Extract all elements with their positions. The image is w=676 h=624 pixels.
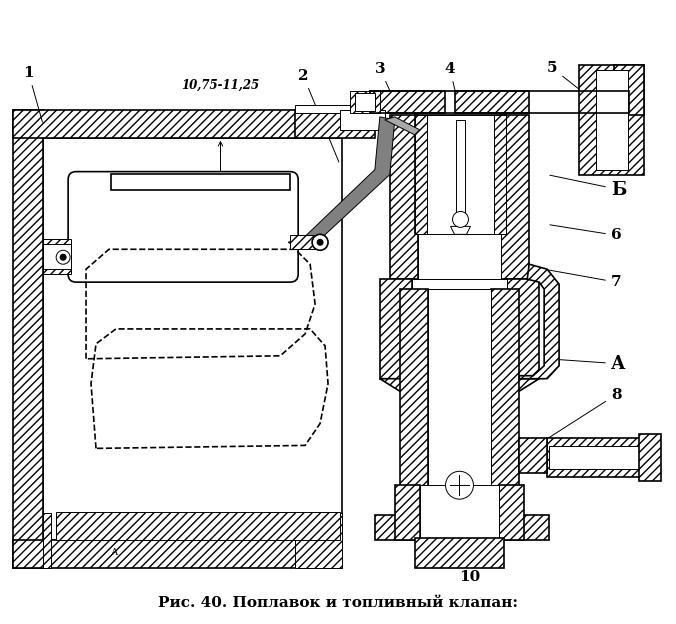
- Polygon shape: [450, 227, 470, 235]
- Bar: [400, 289, 428, 513]
- Text: 5: 5: [547, 61, 597, 103]
- Bar: [579, 65, 644, 175]
- Bar: [614, 65, 644, 115]
- Text: 3: 3: [375, 62, 399, 110]
- Bar: [549, 446, 645, 469]
- Bar: [295, 110, 375, 138]
- Bar: [370, 91, 629, 113]
- Polygon shape: [380, 379, 539, 419]
- Bar: [456, 120, 466, 230]
- Bar: [494, 115, 506, 235]
- Bar: [414, 538, 504, 568]
- Bar: [43, 513, 51, 568]
- FancyBboxPatch shape: [68, 172, 298, 282]
- Circle shape: [56, 250, 70, 264]
- Bar: [350, 91, 380, 113]
- Bar: [507, 279, 539, 379]
- Bar: [380, 279, 412, 379]
- Bar: [639, 434, 660, 481]
- Bar: [340, 110, 385, 130]
- Bar: [295, 105, 375, 113]
- Circle shape: [445, 471, 473, 499]
- Circle shape: [312, 235, 328, 250]
- Bar: [355, 93, 375, 111]
- Bar: [14, 110, 342, 138]
- Circle shape: [452, 212, 468, 227]
- Bar: [390, 115, 418, 279]
- Bar: [14, 540, 342, 568]
- Bar: [290, 235, 320, 249]
- Text: 7: 7: [547, 270, 621, 289]
- Text: 9: 9: [462, 540, 486, 554]
- Bar: [111, 173, 290, 190]
- Bar: [14, 110, 43, 568]
- Polygon shape: [385, 117, 420, 135]
- Circle shape: [60, 254, 66, 260]
- Text: А: А: [111, 548, 118, 557]
- Bar: [43, 245, 71, 269]
- Bar: [43, 138, 342, 540]
- Bar: [375, 515, 549, 540]
- Bar: [519, 439, 547, 473]
- Bar: [418, 115, 502, 279]
- Bar: [414, 115, 427, 235]
- Text: Рис. 40. Поплавок и топливный клапан:: Рис. 40. Поплавок и топливный клапан:: [158, 596, 518, 610]
- Bar: [491, 289, 519, 513]
- Text: 1: 1: [23, 66, 43, 122]
- Text: 8: 8: [524, 388, 621, 454]
- Text: 10,75-11,25: 10,75-11,25: [181, 79, 260, 92]
- Bar: [596, 70, 628, 170]
- Bar: [395, 485, 420, 540]
- Bar: [428, 289, 491, 513]
- Text: 2: 2: [298, 69, 339, 162]
- Bar: [414, 115, 506, 235]
- Polygon shape: [288, 117, 395, 246]
- Bar: [370, 91, 445, 113]
- Bar: [56, 512, 340, 540]
- Text: 10: 10: [452, 565, 481, 584]
- Bar: [420, 485, 500, 540]
- Bar: [295, 513, 342, 568]
- Circle shape: [317, 240, 323, 245]
- Text: Б: Б: [550, 175, 626, 198]
- Bar: [412, 279, 507, 419]
- Bar: [454, 91, 529, 113]
- Text: 6: 6: [550, 225, 621, 242]
- Text: 4: 4: [445, 62, 460, 110]
- Bar: [547, 439, 647, 477]
- Bar: [502, 115, 529, 279]
- Bar: [427, 115, 494, 235]
- Text: А: А: [550, 355, 625, 373]
- Polygon shape: [519, 264, 559, 379]
- Bar: [500, 485, 524, 540]
- Bar: [43, 240, 71, 274]
